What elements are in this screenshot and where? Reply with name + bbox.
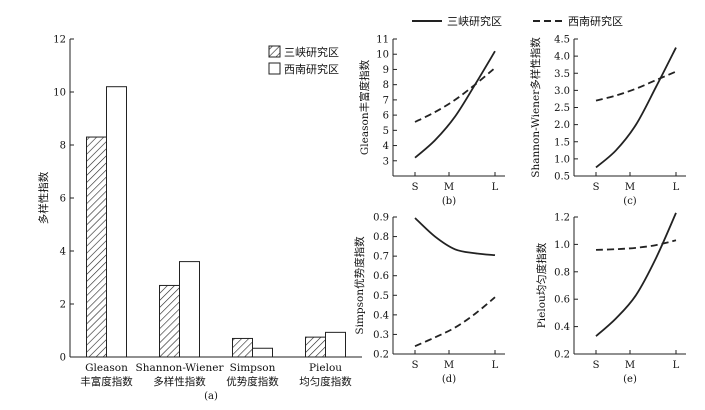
panel-a-category-label: Pielou <box>309 362 342 374</box>
panel-b-y-tick-label: 8 <box>383 80 389 91</box>
panel-a-category-label-cn: 均匀度指数 <box>299 375 352 388</box>
panel-b-y-tick-label: 5 <box>383 126 389 137</box>
panel-d-y-tick-label: 0.2 <box>373 350 389 361</box>
top-legend-label-series2: 西南研究区 <box>568 14 623 28</box>
panel-c-y-tick-label: 1.5 <box>554 137 570 148</box>
legend-swatch-series2 <box>268 62 281 75</box>
panel-d-x-tick-label: M <box>444 360 454 371</box>
panel-c-y-tick-label: 3.5 <box>554 69 570 80</box>
panel-d-line-series1 <box>414 217 496 257</box>
panel-c-y-tick-label: 3.0 <box>554 86 570 97</box>
panel-e-x-tick-label: S <box>593 360 600 371</box>
panel-c-y-tick-label: 0.5 <box>554 172 570 183</box>
panel-e-x-tick-label: L <box>673 360 680 371</box>
panel-a-y-tick-label: 0 <box>60 353 66 364</box>
panel-b-y-tick-label: 9 <box>383 65 389 76</box>
panel-a-bar-series1 <box>159 284 180 358</box>
panel-c-line-series1 <box>595 47 677 169</box>
panel-a-category-label: Gleason <box>85 362 128 374</box>
panel-e-line-series1 <box>595 212 677 337</box>
panel-a-category-label-cn: 优势度指数 <box>226 375 279 388</box>
panel-d-y-label: Simpson优势度指数 <box>353 236 366 335</box>
panel-c-x-tick-label: S <box>593 182 600 193</box>
panel-a-bar-series2 <box>106 86 127 358</box>
panel-a-bar-series1 <box>305 336 326 358</box>
panel-d-x-tick-label: S <box>412 360 419 371</box>
panel-c-y-tick-label: 2.5 <box>554 103 570 114</box>
panel-c-line-series2 <box>595 70 677 102</box>
panel-b-y-tick-label: 7 <box>383 95 389 106</box>
panel-d-caption: (d) <box>442 374 456 385</box>
panel-d-line-series2 <box>414 296 496 347</box>
panel-e-y-tick-label: 1.0 <box>554 240 570 251</box>
panel-a-bar-series2 <box>179 261 200 358</box>
panel-b-y-tick-label: 10 <box>376 50 389 61</box>
panel-a-y-tick-label: 6 <box>60 194 66 205</box>
panel-d-y-tick-label: 0.7 <box>373 252 389 263</box>
panel-e-y-tick-label: 0.2 <box>554 350 570 361</box>
panel-a-y-tick-label: 2 <box>60 300 66 311</box>
panel-a-bar-series2 <box>325 331 346 358</box>
panel-b-line-series2 <box>414 67 496 123</box>
panel-d-y-tick-label: 0.3 <box>373 330 389 341</box>
panel-d-y-tick-label: 0.8 <box>373 232 389 243</box>
panel-a-y-tick-label: 12 <box>53 35 66 46</box>
panel-c-x-tick-label: L <box>673 182 680 193</box>
panel-d-y-tick-label: 0.4 <box>373 310 389 321</box>
panel-e-y-label: Pielou均匀度指数 <box>535 242 548 328</box>
panel-b-y-tick-label: 3 <box>383 156 389 167</box>
panel-e-y-tick-label: 0.4 <box>554 322 570 333</box>
panel-b-y-label: Gleason丰富度指数 <box>358 59 371 155</box>
panel-c-y-tick-label: 2.0 <box>554 120 570 131</box>
legend-label-series1: 三峡研究区 <box>284 45 339 59</box>
panel-d-y-tick-label: 0.9 <box>373 213 389 224</box>
panel-e-y-tick-label: 0.8 <box>554 267 570 278</box>
panel-a-category-label: Shannon-Wiener <box>136 362 225 374</box>
panel-b-x-tick-label: L <box>492 182 499 193</box>
panel-a-bar-series1 <box>86 136 107 358</box>
panel-d-line-chart: 0.2 0.3 0.4 0.5 0.6 0.7 0.8 0.9 S M L Simpson优势度指数 (… <box>353 213 505 385</box>
panel-d-y-tick-label: 0.5 <box>373 291 389 302</box>
legend-swatch-series1 <box>268 45 281 58</box>
panel-b-x-tick-label: M <box>444 182 454 193</box>
panel-d-y-tick-label: 0.6 <box>373 271 389 282</box>
legend-label-series2: 西南研究区 <box>284 62 339 76</box>
panel-b-caption: (b) <box>442 196 456 207</box>
panel-b-y-tick-label: 6 <box>383 111 389 122</box>
panel-a-y-tick-label: 8 <box>60 141 66 152</box>
panel-e-caption: (e) <box>623 374 637 385</box>
top-legend: 三峡研究区 西南研究区 <box>412 14 623 28</box>
panel-a-caption: (a) <box>204 391 218 402</box>
panel-a-y-tick-label: 4 <box>60 247 66 258</box>
panel-e-line-series2 <box>595 239 677 251</box>
panel-b-line-series1 <box>414 50 496 159</box>
panel-c-y-label: Shannon-Wiener多样性指数 <box>529 37 542 178</box>
panel-a-y-tick-label: 10 <box>53 88 66 99</box>
panel-a-legend: 三峡研究区 西南研究区 <box>268 45 339 76</box>
panel-a-category-label-cn: 多样性指数 <box>153 375 206 388</box>
panel-b-y-tick-label: 4 <box>383 141 389 152</box>
panel-c-line-chart: 0.5 1.0 1.5 2.0 2.5 3.0 3.5 4.0 4.5 S M L Shannon-Wi… <box>529 35 686 207</box>
panel-c-y-tick-label: 4.5 <box>554 35 570 46</box>
panel-d-x-tick-label: L <box>492 360 499 371</box>
panel-a-category-label-cn: 丰富度指数 <box>80 375 133 388</box>
panel-e-y-tick-label: 1.2 <box>554 213 570 224</box>
panel-c-caption: (c) <box>623 196 637 207</box>
panel-a-y-label: 多样性指数 <box>37 171 50 224</box>
panel-b-y-tick-label: 11 <box>376 35 389 46</box>
panel-a-bar-series1 <box>232 337 253 358</box>
panel-e-x-tick-label: M <box>625 360 635 371</box>
top-legend-label-series1: 三峡研究区 <box>447 14 502 28</box>
panel-e-y-tick-label: 0.6 <box>554 295 570 306</box>
panel-e-line-chart: 0.2 0.4 0.6 0.8 1.0 1.2 S M L Pielou均匀度指数 (e) <box>535 212 686 385</box>
panel-b-x-tick-label: S <box>412 182 419 193</box>
panel-c-x-tick-label: M <box>625 182 635 193</box>
panel-c-y-tick-label: 1.0 <box>554 154 570 165</box>
panel-b-line-chart: 3 4 5 6 7 8 9 10 11 S M L Gleason丰富度指数 (b) <box>358 35 505 207</box>
panel-a-bar-series2 <box>252 347 273 358</box>
panel-c-y-tick-label: 4.0 <box>554 52 570 63</box>
panel-a-category-label: Simpson <box>230 362 276 374</box>
